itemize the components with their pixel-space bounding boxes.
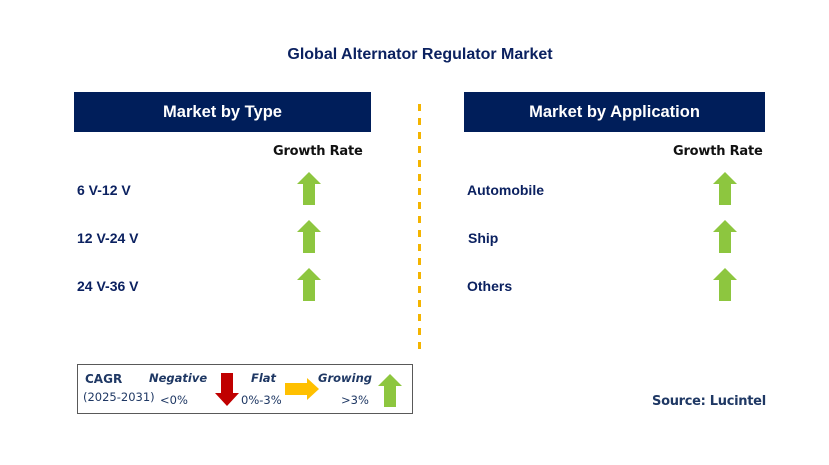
cagr-legend: CAGR (2025-2031) Negative <0% Flat 0%-3%…	[77, 364, 413, 414]
arrow-up-icon	[297, 172, 321, 205]
market-by-type-header: Market by Type	[74, 92, 371, 132]
page-title: Global Alternator Regulator Market	[287, 46, 553, 63]
market-by-application-header-label: Market by Application	[529, 102, 700, 121]
application-row-label: Automobile	[467, 182, 544, 198]
arrow-up-icon	[713, 268, 737, 301]
legend-growing-label: Growing	[318, 371, 372, 385]
arrow-up-icon	[378, 374, 402, 407]
market-by-application-header: Market by Application	[464, 92, 765, 132]
market-by-type-header-label: Market by Type	[163, 102, 282, 121]
legend-period: (2025-2031)	[83, 390, 155, 404]
arrow-right-icon	[285, 378, 319, 400]
legend-cagr-label: CAGR	[85, 372, 123, 386]
arrow-up-icon	[297, 220, 321, 253]
application-row-label: Ship	[468, 230, 499, 246]
source-label: Source: Lucintel	[652, 394, 766, 409]
legend-growing-range: >3%	[341, 393, 369, 407]
type-row-label: 12 V-24 V	[77, 230, 139, 246]
type-row-label: 6 V-12 V	[77, 182, 131, 198]
dashed-divider	[418, 104, 421, 354]
type-row-label: 24 V-36 V	[77, 278, 139, 294]
application-row-label: Others	[467, 278, 513, 294]
legend-flat-label: Flat	[251, 371, 277, 385]
arrow-up-icon	[713, 172, 737, 205]
legend-flat-range: 0%-3%	[241, 393, 282, 407]
arrow-up-icon	[297, 268, 321, 301]
arrow-down-icon	[215, 373, 239, 406]
legend-negative-label: Negative	[149, 371, 208, 385]
arrow-up-icon	[713, 220, 737, 253]
growth-rate-column-header: Growth Rate	[273, 144, 363, 159]
legend-negative-range: <0%	[160, 393, 188, 407]
growth-rate-column-header: Growth Rate	[673, 144, 763, 159]
